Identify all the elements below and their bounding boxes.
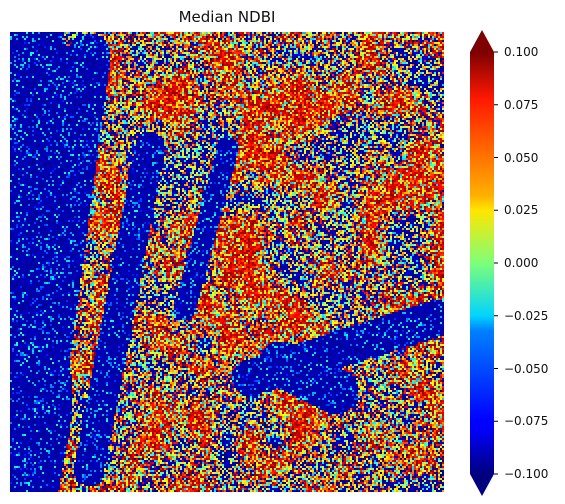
colorbar-tick-label: 0.075 (504, 97, 539, 112)
colorbar-tick-label: 0.025 (504, 203, 539, 218)
colorbar-gradient (470, 52, 494, 474)
colorbar-tick-label: −0.050 (504, 361, 549, 376)
colorbar-extend-bottom (470, 474, 494, 496)
colorbar-tick-label: 0.050 (504, 150, 539, 165)
colorbar-tick-label: −0.025 (504, 308, 549, 323)
colorbar-tick-label: −0.075 (504, 414, 549, 429)
ndbi-map-image (10, 32, 444, 492)
colorbar-tick-label: 0.000 (504, 256, 539, 270)
colorbar-tick-label: −0.100 (504, 467, 549, 481)
colorbar-extend-top (470, 30, 494, 52)
colorbar-tick-label: 0.100 (504, 45, 539, 59)
plot-title: Median NDBI (178, 8, 276, 26)
colorbar (470, 30, 498, 496)
